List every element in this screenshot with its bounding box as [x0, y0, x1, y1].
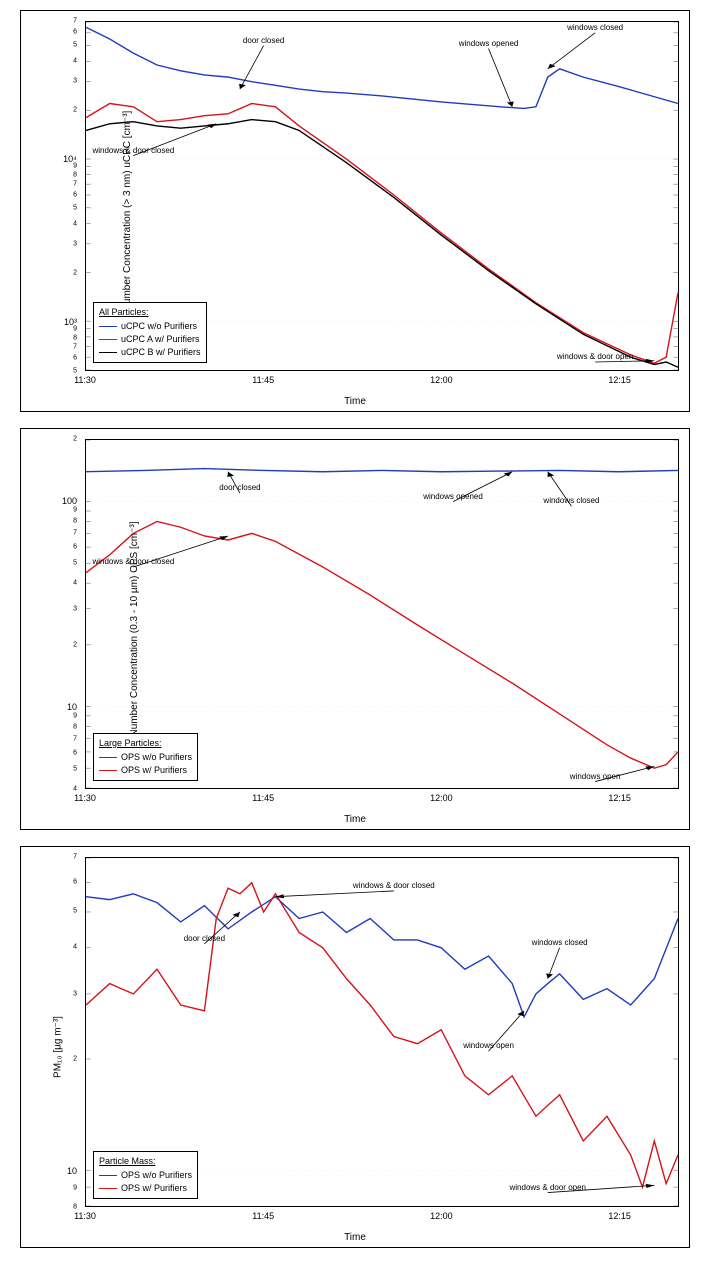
annotation-label: windows & door closed: [353, 881, 435, 890]
annotation-label: windows opened: [423, 492, 483, 501]
annotation-label: windows & door open: [510, 1183, 587, 1192]
x-ticks: 11:3011:4512:0012:15: [85, 375, 679, 389]
x-ticks: 11:3011:4512:0012:15: [85, 1211, 679, 1225]
annotation-label: door closed: [243, 36, 284, 45]
legend: All Particles:uCPC w/o PurifiersuCPC A w…: [93, 302, 207, 363]
annotation-label: windows & door closed: [92, 146, 174, 155]
y-axis-label: Number Concentration (0.3 - 10 µm) OPS […: [129, 522, 140, 737]
series-line: [86, 27, 678, 108]
x-axis-label: Time: [21, 1232, 689, 1243]
chart-panel-A: door closed windows & door closed windows …: [20, 10, 690, 412]
x-axis-label: Time: [21, 396, 689, 407]
x-axis-label: Time: [21, 814, 689, 825]
annotation-label: windows open: [570, 772, 621, 781]
annotation-label: windows closed: [567, 23, 623, 32]
annotation-label: windows open: [463, 1041, 514, 1050]
annotation-label: door closed: [219, 483, 260, 492]
y-axis-label: Number Concentration (> 3 nm) uCPC [cm⁻³…: [122, 111, 133, 312]
annotation-label: windows closed: [543, 496, 599, 505]
chart-panel-C: door closed windows & door closed windows …: [20, 846, 690, 1248]
series-line: [86, 469, 678, 472]
annotation-label: windows opened: [459, 39, 519, 48]
y-ticks: 10100456789234567892: [21, 439, 81, 789]
chart-panel-B: door closedwindows & door closedwindows …: [20, 428, 690, 830]
annotation-label: windows closed: [532, 938, 588, 947]
annotation-label: windows & door open: [557, 352, 634, 361]
x-ticks: 11:3011:4512:0012:15: [85, 793, 679, 807]
series-line: [86, 894, 678, 1017]
legend: Large Particles:OPS w/o PurifiersOPS w/ …: [93, 733, 198, 781]
annotation-label: door closed: [184, 934, 225, 943]
y-ticks: 10³10⁴5678923456789234567: [21, 21, 81, 371]
series-line: [86, 522, 678, 769]
legend: Particle Mass:OPS w/o PurifiersOPS w/ Pu…: [93, 1151, 198, 1199]
y-ticks: 1089234567: [21, 857, 81, 1207]
